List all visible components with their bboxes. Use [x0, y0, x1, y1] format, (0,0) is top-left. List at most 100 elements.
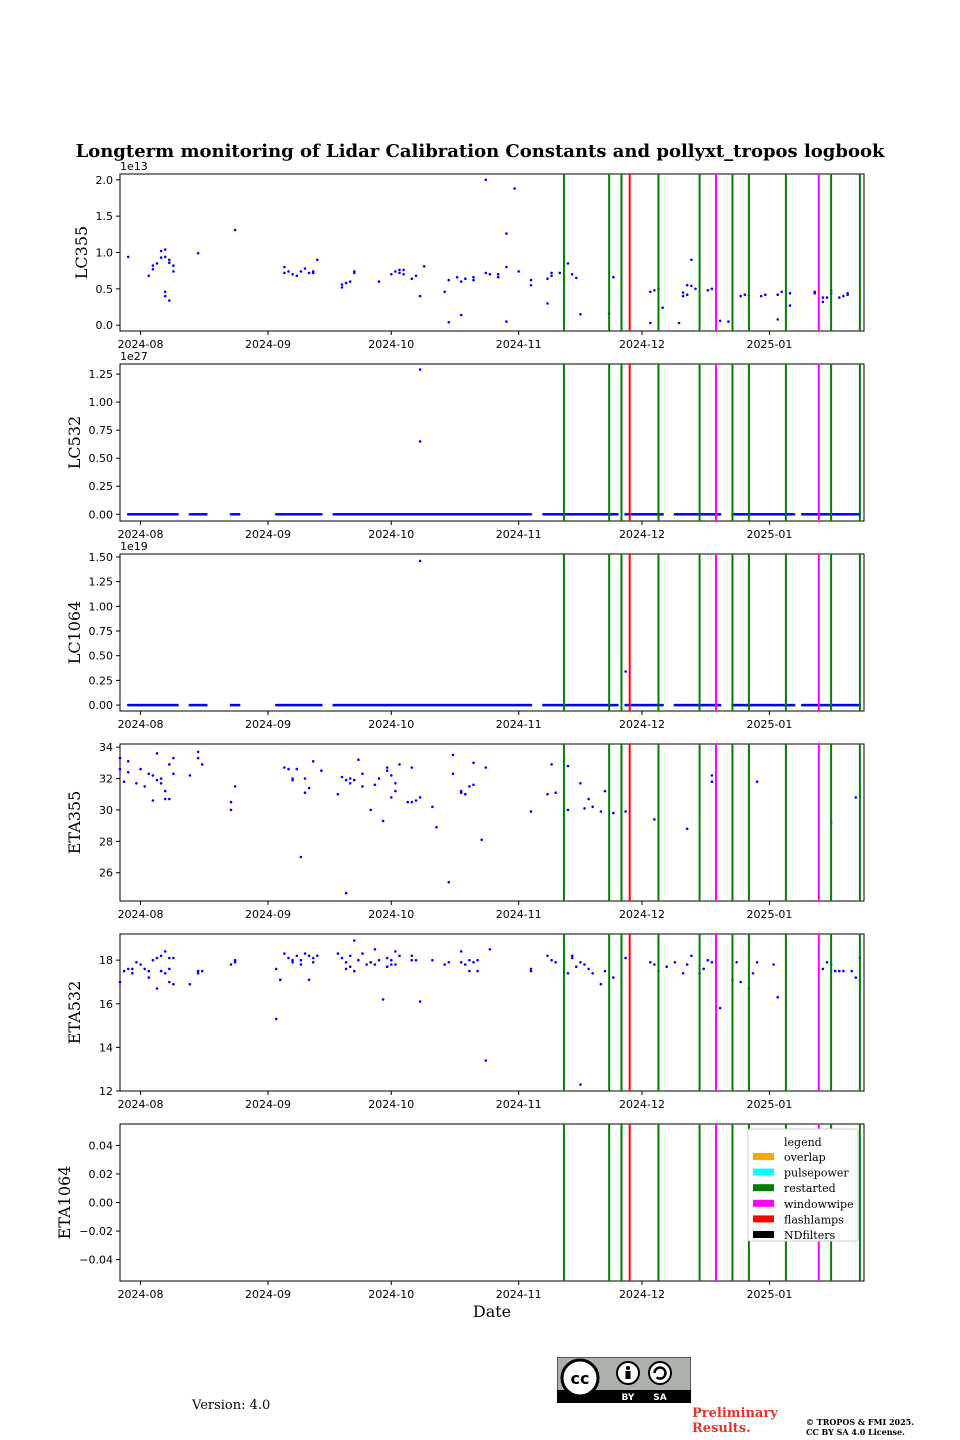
data-point — [316, 258, 319, 262]
data-point — [661, 306, 664, 310]
y-tick-label: 32 — [99, 773, 113, 786]
data-point — [381, 819, 385, 823]
data-point — [488, 948, 492, 951]
data-point — [311, 956, 315, 960]
data-point — [147, 274, 151, 278]
data-point — [735, 961, 738, 964]
data-point — [196, 969, 200, 973]
offset-text: 1e13 — [120, 160, 148, 173]
data-point — [710, 774, 714, 777]
data-point — [447, 278, 451, 282]
data-point — [147, 969, 151, 973]
x-tick-label: 2024-10 — [368, 528, 414, 541]
data-point — [283, 271, 286, 275]
data-point — [390, 774, 393, 777]
data-point — [780, 290, 784, 294]
data-point — [788, 291, 792, 295]
data-point — [159, 782, 163, 785]
y-tick-label: 26 — [99, 867, 113, 880]
legend-label-overlap: overlap — [784, 1151, 826, 1164]
offset-text: 1e27 — [120, 350, 148, 363]
data-point — [303, 777, 307, 780]
data-point — [196, 756, 200, 760]
data-point — [451, 772, 455, 776]
data-point — [517, 270, 520, 273]
data-point — [159, 969, 163, 973]
data-point — [135, 961, 138, 964]
data-point — [196, 750, 200, 754]
data-point — [377, 280, 381, 283]
data-point — [205, 513, 208, 516]
data-point — [706, 958, 710, 962]
x-tick-label: 2024-09 — [245, 718, 291, 731]
data-point — [126, 967, 130, 971]
copyright-line-1: © TROPOS & FMI 2025. — [806, 1417, 915, 1427]
data-point — [846, 291, 849, 295]
data-point — [172, 956, 175, 960]
data-point — [131, 972, 134, 975]
data-point — [739, 294, 742, 298]
legend-swatch-windowwipe — [753, 1199, 774, 1207]
data-point — [287, 956, 290, 960]
data-point — [464, 277, 467, 281]
data-point — [369, 808, 373, 812]
legend-title: legend — [784, 1136, 822, 1149]
data-point — [570, 273, 574, 276]
data-point — [529, 810, 533, 813]
data-point — [303, 952, 307, 955]
x-tick-label: 2024-09 — [245, 338, 291, 351]
preliminary-line-2: Results. — [692, 1421, 751, 1436]
x-tick-label: 2025-01 — [746, 1098, 792, 1111]
data-point — [792, 513, 796, 516]
legend-swatch-flashlamps — [753, 1215, 774, 1223]
data-point — [196, 972, 200, 975]
data-point — [838, 296, 841, 299]
data-point — [353, 939, 356, 942]
data-point — [344, 891, 348, 895]
data-point — [480, 838, 484, 842]
data-point — [385, 956, 389, 960]
data-point — [168, 763, 171, 766]
data-point — [435, 825, 438, 829]
data-point — [447, 961, 451, 964]
x-axis-label: Date — [473, 1302, 511, 1321]
data-point — [344, 961, 348, 964]
x-tick-label: 2024-10 — [368, 718, 414, 731]
y-tick-label: 1.00 — [89, 396, 114, 409]
data-point — [168, 797, 171, 801]
y-tick-label: 1.00 — [89, 600, 114, 613]
data-point — [690, 258, 693, 262]
data-point — [394, 789, 397, 793]
by-label: BY — [622, 1393, 635, 1403]
data-point — [155, 956, 159, 960]
data-point — [579, 961, 582, 964]
data-point — [772, 963, 775, 966]
data-point — [579, 313, 582, 316]
data-point — [344, 281, 348, 285]
data-point — [550, 763, 553, 766]
data-point — [484, 271, 488, 275]
data-point — [336, 952, 340, 955]
data-point — [599, 810, 603, 813]
y-tick-label: 0.00 — [89, 699, 114, 712]
data-point — [529, 278, 533, 282]
x-tick-label: 2024-12 — [619, 528, 665, 541]
data-point — [472, 961, 475, 964]
legend-swatch-overlap — [753, 1153, 774, 1160]
data-point — [361, 785, 364, 788]
x-tick-label: 2024-11 — [496, 908, 542, 921]
data-point — [196, 251, 200, 255]
data-point — [283, 952, 286, 955]
data-point — [484, 766, 488, 769]
data-point — [464, 963, 467, 966]
data-point — [340, 775, 344, 779]
data-point — [398, 268, 401, 272]
data-point — [390, 963, 393, 966]
chart-title: Longterm monitoring of Lidar Calibration… — [75, 141, 885, 162]
y-axis-label: ETA1064 — [55, 1166, 74, 1240]
y-axis-label: LC355 — [72, 226, 91, 279]
data-point — [373, 948, 377, 951]
data-point — [472, 761, 475, 765]
data-point — [661, 703, 664, 707]
x-tick-label: 2024-08 — [118, 1098, 164, 1111]
